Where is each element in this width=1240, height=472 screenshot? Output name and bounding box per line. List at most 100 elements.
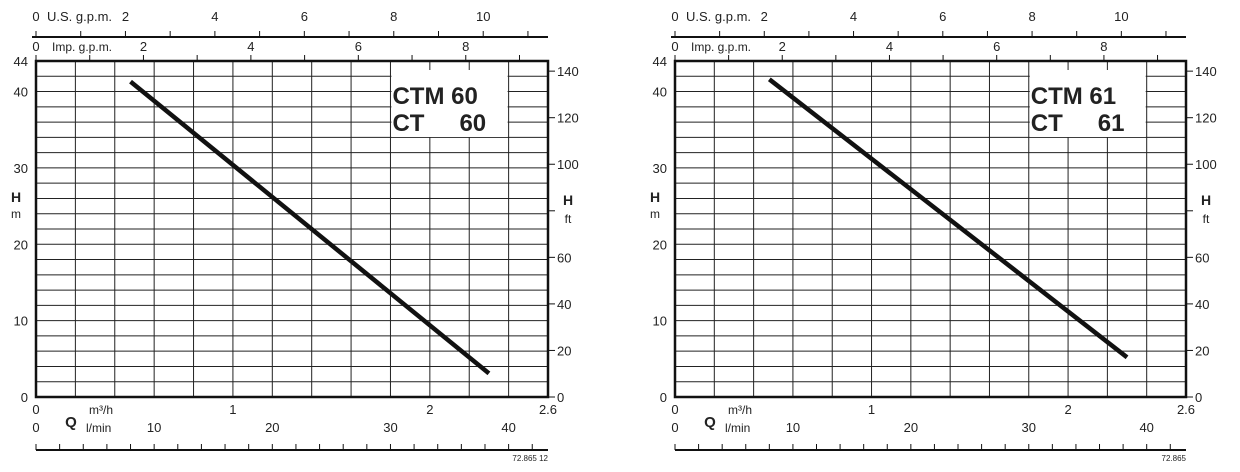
lmin-tick-label: 40 [501,420,515,435]
y-tick-label-right: 100 [557,157,579,172]
figure-code: 72.865 12 [512,454,548,463]
model-title-line2-prefix: CT [392,110,424,137]
y-tick-label-left: 20 [14,237,28,252]
impgpm-tick-label: 2 [779,39,786,54]
impgpm-tick-label: 0 [671,39,678,54]
y-tick-label-left: 20 [653,237,667,252]
usgpm-tick-label: 6 [301,9,308,24]
usgpm-tick-label: 4 [211,9,218,24]
model-title-line2-prefix: CT [1031,110,1063,137]
y-tick-label-left: 40 [14,85,28,100]
x-tick-label: 2.6 [539,402,557,417]
impgpm-tick-label: 0 [32,39,39,54]
usgpm-tick-label: 10 [1114,9,1128,24]
x-tick-label: 0 [671,402,678,417]
usgpm-tick-label: 2 [761,9,768,24]
x-unit-secondary: l/min [725,421,750,435]
impgpm-tick-label: 4 [247,39,254,54]
impgpm-tick-label: 4 [886,39,893,54]
usgpm-tick-label: 2 [122,9,129,24]
usgpm-tick-label: 4 [850,9,857,24]
y-tick-label-right: 140 [1195,64,1217,79]
y-tick-label-right: 60 [1195,250,1209,265]
model-title-line1: CTM 61 [1031,83,1116,110]
plot-frame [673,59,1188,399]
impgpm-axis-label: Imp. g.p.m. [52,40,112,54]
y-tick-label-right: 20 [557,343,571,358]
impgpm-axis-label: Imp. g.p.m. [691,40,751,54]
model-title-line2-number: 60 [459,110,486,137]
impgpm-tick-label: 2 [140,39,147,54]
y-tick-label-left: 30 [653,161,667,176]
lmin-tick-label: 0 [32,420,39,435]
y-tick-label-right: 60 [557,250,571,265]
model-title-line2-number: 61 [1098,110,1125,137]
usgpm-tick-label: 0 [671,9,678,24]
y-tick-label-left: 0 [21,390,28,405]
usgpm-tick-label: 0 [32,9,39,24]
lmin-tick-label: 30 [1022,420,1036,435]
y-tick-label-right: 20 [1195,343,1209,358]
impgpm-tick-label: 6 [355,39,362,54]
y-tick-label-right: 120 [557,111,579,126]
y-axis-unit-right: ft [565,212,572,226]
x-tick-label: 0 [32,402,39,417]
lmin-tick-label: 10 [786,420,800,435]
y-tick-label-left: 44 [653,54,667,69]
y-axis-unit-right: ft [1203,212,1210,226]
x-tick-label: 1 [868,402,875,417]
y-tick-label-right: 120 [1195,111,1217,126]
lmin-tick-label: 20 [265,420,279,435]
y-tick-label-left: 30 [14,161,28,176]
lmin-tick-label: 10 [147,420,161,435]
model-title-line1: CTM 60 [392,83,477,110]
x-unit-primary: m³/h [89,403,113,417]
impgpm-tick-label: 8 [462,39,469,54]
x-axis-label: Q [704,414,716,431]
lmin-tick-label: 30 [383,420,397,435]
impgpm-tick-label: 6 [993,39,1000,54]
y-tick-label-right: 0 [1195,390,1202,405]
x-tick-label: 2.6 [1177,402,1195,417]
title-box [1029,70,1146,137]
lmin-tick-label: 40 [1139,420,1153,435]
pump-curve-line [767,77,1129,360]
x-tick-label: 2 [1064,402,1071,417]
y-axis-label-right: H [1201,192,1211,208]
x-unit-secondary: l/min [86,421,111,435]
x-axis-label: Q [65,414,77,431]
y-tick-label-right: 0 [557,390,564,405]
x-unit-primary: m³/h [728,403,752,417]
usgpm-tick-label: 8 [390,9,397,24]
y-tick-label-left: 10 [14,314,28,329]
x-tick-label: 2 [426,402,433,417]
plot-frame [34,59,550,399]
usgpm-axis-label: U.S. g.p.m. [47,9,112,24]
y-axis-label-right: H [563,192,573,208]
y-axis-unit-left: m [11,207,21,221]
figure-code: 72.865 [1162,454,1187,463]
y-axis-label-left: H [11,189,21,205]
x-tick-label: 1 [229,402,236,417]
lmin-tick-label: 20 [904,420,918,435]
pump-curve-line [129,79,491,376]
y-tick-label-right: 40 [557,297,571,312]
y-tick-label-right: 40 [1195,297,1209,312]
usgpm-tick-label: 6 [939,9,946,24]
title-box [391,70,508,137]
y-tick-label-left: 44 [14,54,28,69]
lmin-tick-label: 0 [671,420,678,435]
y-tick-label-left: 40 [653,85,667,100]
y-tick-label-left: 10 [653,314,667,329]
usgpm-tick-label: 8 [1028,9,1035,24]
y-tick-label-right: 140 [557,64,579,79]
y-axis-unit-left: m [650,207,660,221]
y-tick-label-right: 100 [1195,157,1217,172]
impgpm-tick-label: 8 [1100,39,1107,54]
usgpm-axis-label: U.S. g.p.m. [686,9,751,24]
usgpm-tick-label: 10 [476,9,490,24]
y-tick-label-left: 0 [660,390,667,405]
